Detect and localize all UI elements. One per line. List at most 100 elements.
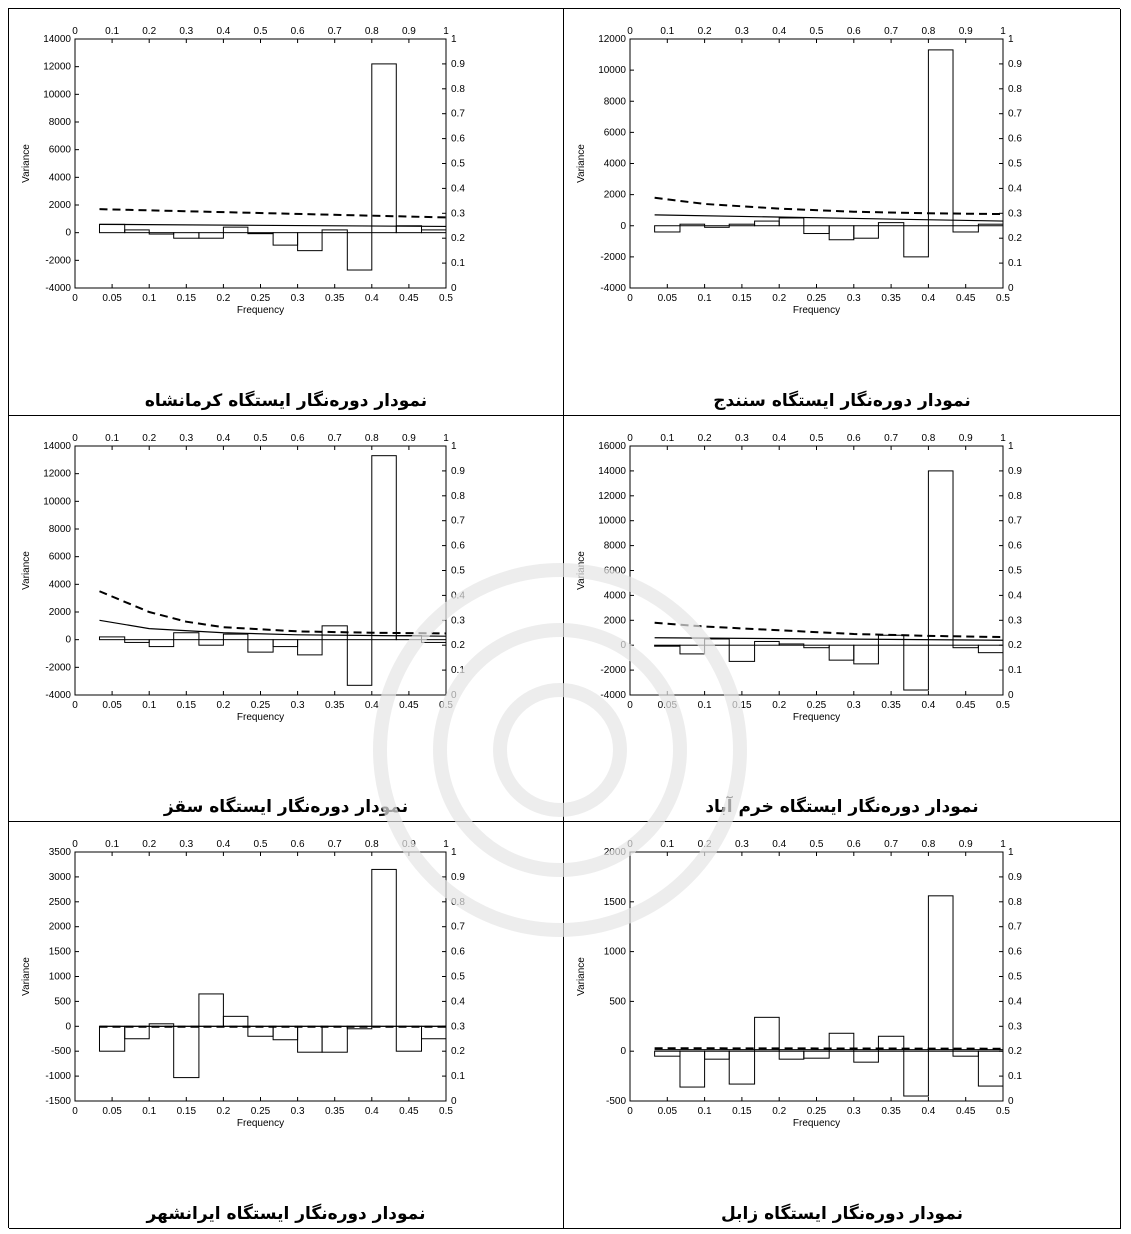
- periodogram-bar: [148, 232, 175, 235]
- periodogram-bar: [124, 639, 150, 643]
- right-tick-label: 0.3: [451, 615, 465, 626]
- x-tick-label: 0.45: [956, 1106, 976, 1117]
- periodogram-bar: [778, 1050, 805, 1060]
- top-tick-label: 0.3: [735, 839, 749, 850]
- x-tick-label: 0.45: [399, 293, 419, 304]
- x-tick-label: 0.15: [732, 700, 752, 711]
- right-tick-label: 0.7: [451, 109, 465, 120]
- x-tick-label: 0: [627, 700, 633, 711]
- periodogram-bar: [346, 232, 373, 271]
- x-tick-label: 0.45: [956, 700, 976, 711]
- periodogram-bar: [853, 644, 879, 665]
- top-tick-label: 0.5: [810, 433, 824, 444]
- periodogram-bar: [297, 1025, 323, 1053]
- x-tick-label: 0.35: [881, 700, 901, 711]
- top-tick-label: 0.7: [884, 26, 898, 37]
- top-tick-label: 0.7: [884, 433, 898, 444]
- x-axis-label: Frequency: [793, 712, 840, 723]
- y-tick-label: 12000: [43, 62, 71, 73]
- x-tick-label: 0.4: [365, 293, 379, 304]
- x-tick-label: 0.5: [996, 1106, 1010, 1117]
- periodogram-bar: [903, 644, 929, 691]
- top-tick-label: 0.3: [179, 839, 193, 850]
- solid-curve: [99, 223, 447, 228]
- top-tick-label: 1: [443, 26, 449, 37]
- periodogram-bar: [803, 644, 830, 649]
- right-tick-label: 0: [451, 1096, 457, 1107]
- y-tick-label: 14000: [43, 34, 71, 45]
- periodogram-bar: [173, 632, 200, 641]
- y-tick-label: 2000: [604, 615, 627, 626]
- top-tick-label: 0.5: [810, 26, 824, 37]
- x-tick-label: 0.15: [732, 293, 752, 304]
- x-tick-label: 0.1: [142, 700, 156, 711]
- x-tick-label: 0.2: [772, 1106, 786, 1117]
- plot-frame: [74, 38, 447, 289]
- x-tick-label: 0.3: [291, 1106, 305, 1117]
- x-tick-label: 0: [72, 1106, 78, 1117]
- x-tick-label: 0.05: [102, 1106, 122, 1117]
- x-tick-label: 0.35: [325, 1106, 345, 1117]
- periodogram-bar: [124, 229, 150, 234]
- y-tick-label: 8000: [604, 96, 627, 107]
- top-tick-label: 0.3: [735, 26, 749, 37]
- periodogram-bar: [98, 1025, 126, 1052]
- periodogram-bar: [346, 639, 373, 686]
- right-tick-label: 0.5: [451, 566, 465, 577]
- top-tick-label: 1: [443, 433, 449, 444]
- y-tick-label: 4000: [49, 172, 72, 183]
- periodogram-bar: [704, 1050, 730, 1060]
- x-tick-label: 0.5: [996, 293, 1010, 304]
- right-tick-label: 0.4: [1008, 996, 1022, 1007]
- right-tick-label: 0.4: [451, 183, 465, 194]
- periodogram-bar: [222, 633, 249, 641]
- dashed-curve: [99, 590, 447, 635]
- y-tick-label: 6000: [49, 552, 72, 563]
- plot-frame: [74, 445, 447, 696]
- right-tick-label: 0.8: [451, 897, 465, 908]
- right-tick-label: 0.8: [1008, 491, 1022, 502]
- x-tick-label: 0.4: [365, 1106, 379, 1117]
- right-tick-label: 0.1: [451, 665, 465, 676]
- top-tick-label: 0.6: [847, 839, 861, 850]
- periodogram-chart: -4000 -2000 0 2000 4000 6000 8000 10000 12000 140…: [21, 433, 465, 723]
- periodogram-bar: [173, 1025, 200, 1079]
- periodogram-bar: [148, 639, 175, 648]
- right-tick-label: 0.3: [1008, 208, 1022, 219]
- periodogram-bar: [222, 1015, 249, 1027]
- x-tick-label: 0: [627, 293, 633, 304]
- right-tick-label: 0.3: [1008, 1021, 1022, 1032]
- right-tick-label: 0.9: [1008, 466, 1022, 477]
- x-tick-label: 0.25: [251, 700, 271, 711]
- y-tick-label: -4000: [45, 690, 71, 701]
- periodogram-chart: -1500-1000-50005001000150020002500300035…: [21, 839, 465, 1129]
- right-tick-label: 0.1: [451, 1071, 465, 1082]
- x-tick-label: 0.45: [956, 293, 976, 304]
- periodogram-bar: [704, 225, 730, 228]
- y-tick-label: 4000: [604, 159, 627, 170]
- periodogram-bar: [98, 223, 126, 234]
- right-tick-label: 0.6: [451, 947, 465, 958]
- x-tick-label: 0.45: [399, 700, 419, 711]
- y-tick-label: 12000: [598, 491, 626, 502]
- right-tick-label: 0.7: [451, 516, 465, 527]
- top-tick-label: 0: [72, 839, 78, 850]
- top-tick-label: 0.8: [921, 433, 935, 444]
- periodogram-bar: [877, 1035, 905, 1052]
- periodogram-chart: -4000 -2000 0 2000 4000 6000 8000 10000 12000 140…: [21, 26, 465, 316]
- y-tick-label: -2000: [600, 665, 626, 676]
- x-tick-label: 0.3: [291, 293, 305, 304]
- y-tick-label: 10000: [43, 89, 71, 100]
- panel-caption: نمودار دوره‌نگار ایستگاه زابل: [720, 1204, 963, 1224]
- periodogram-bar: [371, 868, 397, 1027]
- y-tick-label: -2000: [600, 252, 626, 263]
- right-tick-label: 0.3: [451, 1021, 465, 1032]
- x-tick-label: 0.35: [325, 293, 345, 304]
- y-tick-label: -500: [51, 1046, 71, 1057]
- x-axis-label: Frequency: [793, 305, 840, 316]
- top-tick-label: 0.4: [216, 433, 230, 444]
- y-tick-label: -4000: [600, 690, 626, 701]
- top-tick-label: 0.5: [254, 26, 268, 37]
- x-tick-label: 0.1: [698, 1106, 712, 1117]
- top-tick-label: 0.4: [772, 26, 786, 37]
